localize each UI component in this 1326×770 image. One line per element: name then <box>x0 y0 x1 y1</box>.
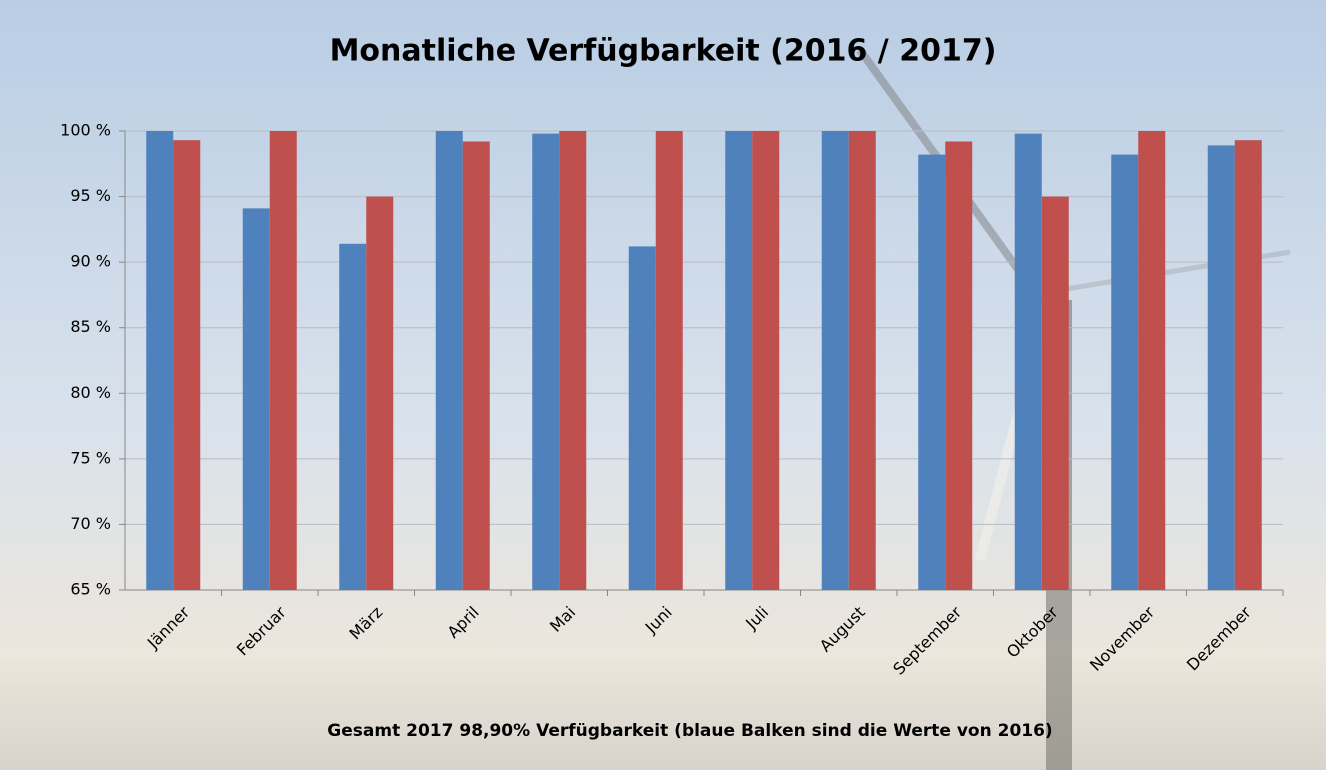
chart-title: Monatliche Verfügbarkeit (2016 / 2017) <box>330 34 997 69</box>
bar <box>366 196 394 591</box>
bar <box>435 131 463 590</box>
bar <box>821 131 849 590</box>
bar <box>918 154 946 590</box>
y-tick-label: 100 % <box>60 121 111 140</box>
bar <box>848 131 876 590</box>
bar <box>655 131 683 590</box>
bar <box>269 131 297 590</box>
bar <box>532 133 560 590</box>
y-tick-label: 75 % <box>70 448 111 467</box>
bar <box>242 208 270 591</box>
bar <box>1111 154 1139 590</box>
bar <box>628 246 656 591</box>
bar <box>462 141 490 590</box>
bar <box>752 131 780 590</box>
bar <box>1138 131 1166 590</box>
bar <box>945 141 973 590</box>
bar <box>559 131 587 590</box>
bar <box>1014 133 1042 590</box>
y-tick-label: 70 % <box>70 514 111 533</box>
bar <box>339 243 367 591</box>
bar <box>1041 196 1069 591</box>
y-tick-label: 95 % <box>70 186 111 205</box>
footnote: Gesamt 2017 98,90% Verfügbarkeit (blaue … <box>327 721 1052 741</box>
bar <box>173 140 201 590</box>
y-tick-label: 65 % <box>70 580 111 599</box>
y-tick-label: 90 % <box>70 252 111 271</box>
y-tick-label: 80 % <box>70 383 111 402</box>
bar <box>725 131 753 590</box>
bar <box>1234 140 1262 590</box>
bar <box>1207 145 1235 590</box>
y-tick-label: 85 % <box>70 317 111 336</box>
bar <box>146 131 174 590</box>
